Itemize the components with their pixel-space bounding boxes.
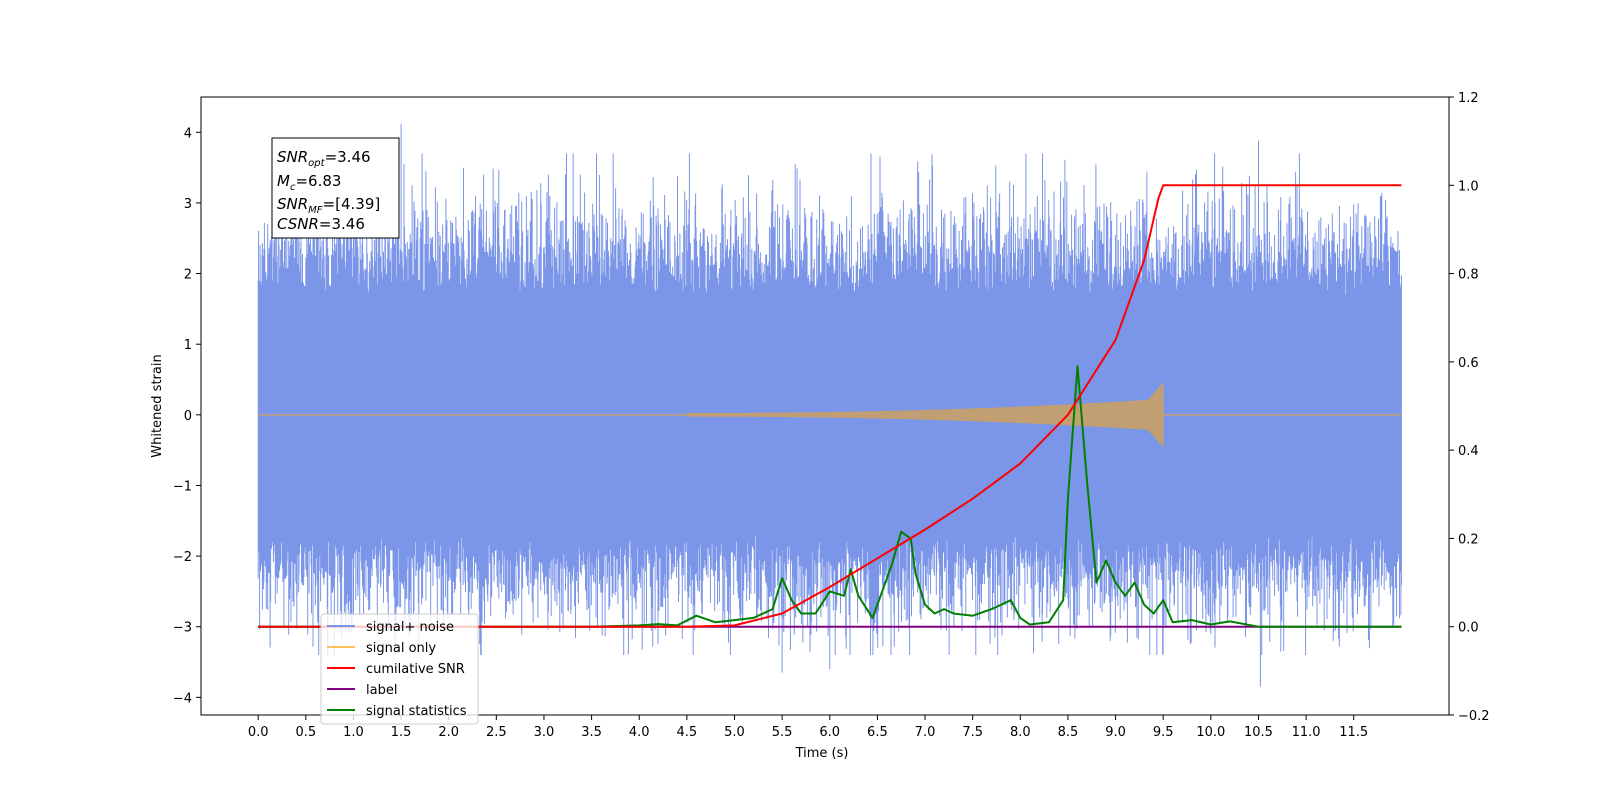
- x-tick-label: 1.5: [391, 725, 412, 740]
- y-tick-label: −4: [173, 691, 192, 706]
- y2-tick-label: 0.0: [1458, 621, 1479, 636]
- x-tick-label: 8.5: [1058, 725, 1079, 740]
- x-tick-label: 0.5: [295, 725, 316, 740]
- x-tick-label: 8.0: [1010, 725, 1031, 740]
- x-axis-label: Time (s): [795, 746, 849, 761]
- info-box-frame: [271, 137, 400, 239]
- x-tick-label: 6.5: [867, 725, 888, 740]
- legend-label-signal-statistics: signal statistics: [366, 704, 467, 719]
- x-tick-label: 11.0: [1292, 725, 1321, 740]
- x-tick-label: 3.0: [534, 725, 555, 740]
- legend: signal+ noise signal only cumilative SNR…: [320, 613, 479, 725]
- x-tick-label: 11.5: [1339, 725, 1368, 740]
- y-tick-label: 3: [184, 197, 192, 212]
- y2-tick-label: 0.2: [1458, 532, 1479, 547]
- x-tick-label: 2.5: [486, 725, 507, 740]
- y-tick-label: 4: [184, 126, 192, 141]
- y2-tick-label: 0.4: [1458, 444, 1479, 459]
- axes-frame: [200, 96, 1450, 716]
- series-signal-only: [686, 381, 1164, 448]
- plot-layer: [257, 123, 1402, 687]
- y-axis-label: Whitened strain: [150, 354, 165, 457]
- legend-label-label: label: [366, 683, 397, 698]
- legend-label-signal-noise: signal+ noise: [366, 620, 454, 635]
- y2-tick-label: 1.0: [1458, 179, 1479, 194]
- series-cumulative-snr: [258, 184, 1402, 628]
- legend-label-cumulative-snr: cumilative SNR: [366, 662, 465, 677]
- x-tick-label: 4.5: [677, 725, 698, 740]
- y2-tick-label: −0.2: [1458, 709, 1490, 724]
- x-tick-label: 6.0: [819, 725, 840, 740]
- x-tick-label: 9.0: [1105, 725, 1126, 740]
- x-tick-label: 7.5: [962, 725, 983, 740]
- info-mc: Mc=6.83: [277, 172, 341, 193]
- info-box: SNRopt=3.46 Mc=6.83 SNRMF=[4.39] CSNR=3.…: [271, 137, 400, 239]
- x-tick-label: 9.5: [1153, 725, 1174, 740]
- x-tick-label: 0.0: [248, 725, 269, 740]
- ticks-layer: 0.0 0.5 1.0 1.5 2.0 2.5 3.0 3.5 4.0 4.5 5.0 5.5 6.0 6…: [173, 91, 1490, 740]
- y-tick-label: −3: [173, 621, 192, 636]
- x-tick-label: 7.0: [915, 725, 936, 740]
- series-signal-noise: [257, 123, 1402, 687]
- x-tick-label: 3.5: [581, 725, 602, 740]
- info-snr-mf: SNRMF=[4.39]: [277, 195, 380, 216]
- x-tick-label: 10.0: [1196, 725, 1225, 740]
- y-tick-label: −1: [173, 479, 192, 494]
- y2-tick-label: 1.2: [1458, 91, 1479, 106]
- series-signal-statistics: [258, 365, 1402, 628]
- legend-frame: [320, 613, 479, 725]
- y-tick-label: −2: [173, 550, 192, 565]
- x-tick-label: 10.5: [1244, 725, 1273, 740]
- x-tick-label: 5.5: [772, 725, 793, 740]
- legend-label-signal-only: signal only: [366, 641, 436, 656]
- y-tick-label: 1: [184, 338, 192, 353]
- info-snr-opt: SNRopt=3.46: [277, 148, 371, 169]
- x-tick-label: 5.0: [724, 725, 745, 740]
- x-tick-label: 2.0: [438, 725, 459, 740]
- y-tick-label: 0: [184, 409, 192, 424]
- y2-tick-label: 0.8: [1458, 268, 1479, 283]
- x-tick-label: 1.0: [343, 725, 364, 740]
- y-tick-label: 2: [184, 268, 192, 283]
- x-tick-label: 4.0: [629, 725, 650, 740]
- y2-tick-label: 0.6: [1458, 356, 1479, 371]
- info-csnr: CSNR=3.46: [277, 215, 365, 233]
